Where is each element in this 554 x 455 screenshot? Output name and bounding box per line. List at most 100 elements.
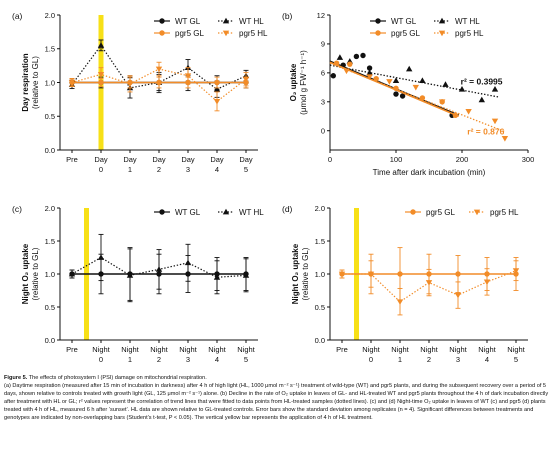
legend-label: WT HL: [239, 17, 264, 26]
x-tick-label: 3: [186, 355, 190, 364]
data-point: [336, 54, 344, 60]
data-point: [97, 72, 105, 78]
x-tick-label: 0: [99, 355, 103, 364]
caption-body: (a) Daytime respiration (measured after …: [4, 383, 549, 422]
x-tick-label: 5: [244, 355, 248, 364]
legend-marker: [375, 18, 381, 24]
data-point: [213, 99, 221, 105]
x-tick-label: Night: [237, 345, 255, 354]
data-point: [419, 77, 426, 83]
x-tick-label: Night: [121, 345, 139, 354]
legend-label: pgr5 HL: [455, 29, 484, 38]
x-tick-label: Pre: [66, 345, 78, 354]
y-tick-label: 0: [321, 127, 325, 136]
data-point: [455, 271, 461, 277]
data-point: [465, 109, 472, 115]
r-squared-annotation: r² = 0.876: [467, 127, 504, 137]
x-tick-label: 5: [514, 355, 518, 364]
x-tick-label: 0: [369, 355, 373, 364]
x-tick-label: 3: [186, 165, 190, 174]
y-tick-label: 0.5: [45, 303, 55, 312]
data-point: [425, 280, 433, 286]
y-tick-label: 1.0: [45, 270, 55, 279]
panel-label: (d): [282, 204, 293, 214]
data-point: [126, 81, 134, 88]
legend-marker: [438, 17, 446, 24]
data-point: [213, 274, 221, 280]
data-point: [478, 96, 485, 103]
data-point: [406, 65, 413, 72]
y-tick-label: 0.0: [45, 336, 55, 345]
y-tick-label: 0.0: [315, 336, 325, 345]
x-tick-label: Day: [94, 155, 108, 164]
data-point: [399, 93, 406, 99]
caption-title: Figure 5.: [4, 375, 28, 381]
data-point: [347, 61, 353, 67]
data-point: [330, 73, 336, 79]
series: [69, 76, 249, 89]
data-point: [442, 81, 449, 87]
data-point: [184, 73, 192, 79]
x-tick-label: 5: [244, 165, 248, 174]
x-tick-label: Day: [123, 155, 137, 164]
legend-label: WT HL: [239, 208, 264, 217]
x-tick-label: Pre: [66, 155, 78, 164]
data-point: [333, 60, 340, 66]
legend-label: WT GL: [391, 17, 417, 26]
data-point: [396, 299, 404, 305]
x-tick-label: Night: [150, 345, 168, 354]
x-tick-label: Night: [391, 345, 409, 354]
data-point: [491, 86, 499, 92]
data-point: [155, 66, 163, 73]
legend-label: WT GL: [175, 208, 201, 217]
data-point: [343, 68, 350, 75]
panel-label: (a): [12, 11, 23, 21]
legend-label: pgr5 GL: [426, 208, 455, 217]
series: [68, 233, 250, 303]
y-tick-label: 1.5: [45, 45, 55, 54]
x-tick-label: Night: [208, 345, 226, 354]
y-tick-label: 1.0: [45, 78, 55, 87]
data-point: [366, 74, 373, 80]
y-tick-label: 3: [321, 98, 325, 107]
y-tick-label: 1.5: [315, 237, 325, 246]
data-point: [366, 69, 373, 76]
data-point: [97, 42, 105, 48]
y-axis-label: Night O₂ uptake: [291, 243, 300, 304]
data-point: [338, 271, 346, 278]
y-tick-label: 12: [317, 11, 325, 20]
data-point: [353, 53, 360, 60]
y-tick-label: 9: [321, 40, 325, 49]
x-axis-label: Time after dark incubation (min): [373, 168, 486, 177]
x-tick-label: Night: [478, 345, 496, 354]
x-tick-label: Day: [239, 155, 253, 164]
legend-marker: [222, 17, 230, 24]
data-point: [242, 76, 250, 83]
x-tick-label: 3: [456, 355, 460, 364]
x-tick-label: 2: [157, 165, 161, 174]
data-point: [452, 112, 459, 118]
y-tick-label: 1.5: [45, 237, 55, 246]
x-tick-label: 1: [128, 165, 132, 174]
y-tick-label: 2.0: [45, 11, 55, 20]
panel-label: (b): [282, 11, 293, 21]
legend-marker: [410, 209, 416, 215]
trend-line: [329, 62, 506, 133]
y-axis-label: O₂ uptake: [289, 63, 298, 101]
data-point: [126, 272, 134, 278]
x-tick-label: 1: [398, 355, 402, 364]
legend-marker: [222, 30, 230, 37]
series: [338, 260, 520, 316]
data-point: [97, 254, 105, 260]
x-tick-label: 2: [427, 355, 431, 364]
legend-label: pgr5 GL: [391, 29, 420, 38]
legend-marker: [159, 30, 165, 36]
series: [329, 54, 499, 103]
legend-label: WT GL: [175, 17, 201, 26]
x-tick-label: 300: [522, 155, 535, 164]
legend-label: pgr5 HL: [239, 29, 268, 38]
